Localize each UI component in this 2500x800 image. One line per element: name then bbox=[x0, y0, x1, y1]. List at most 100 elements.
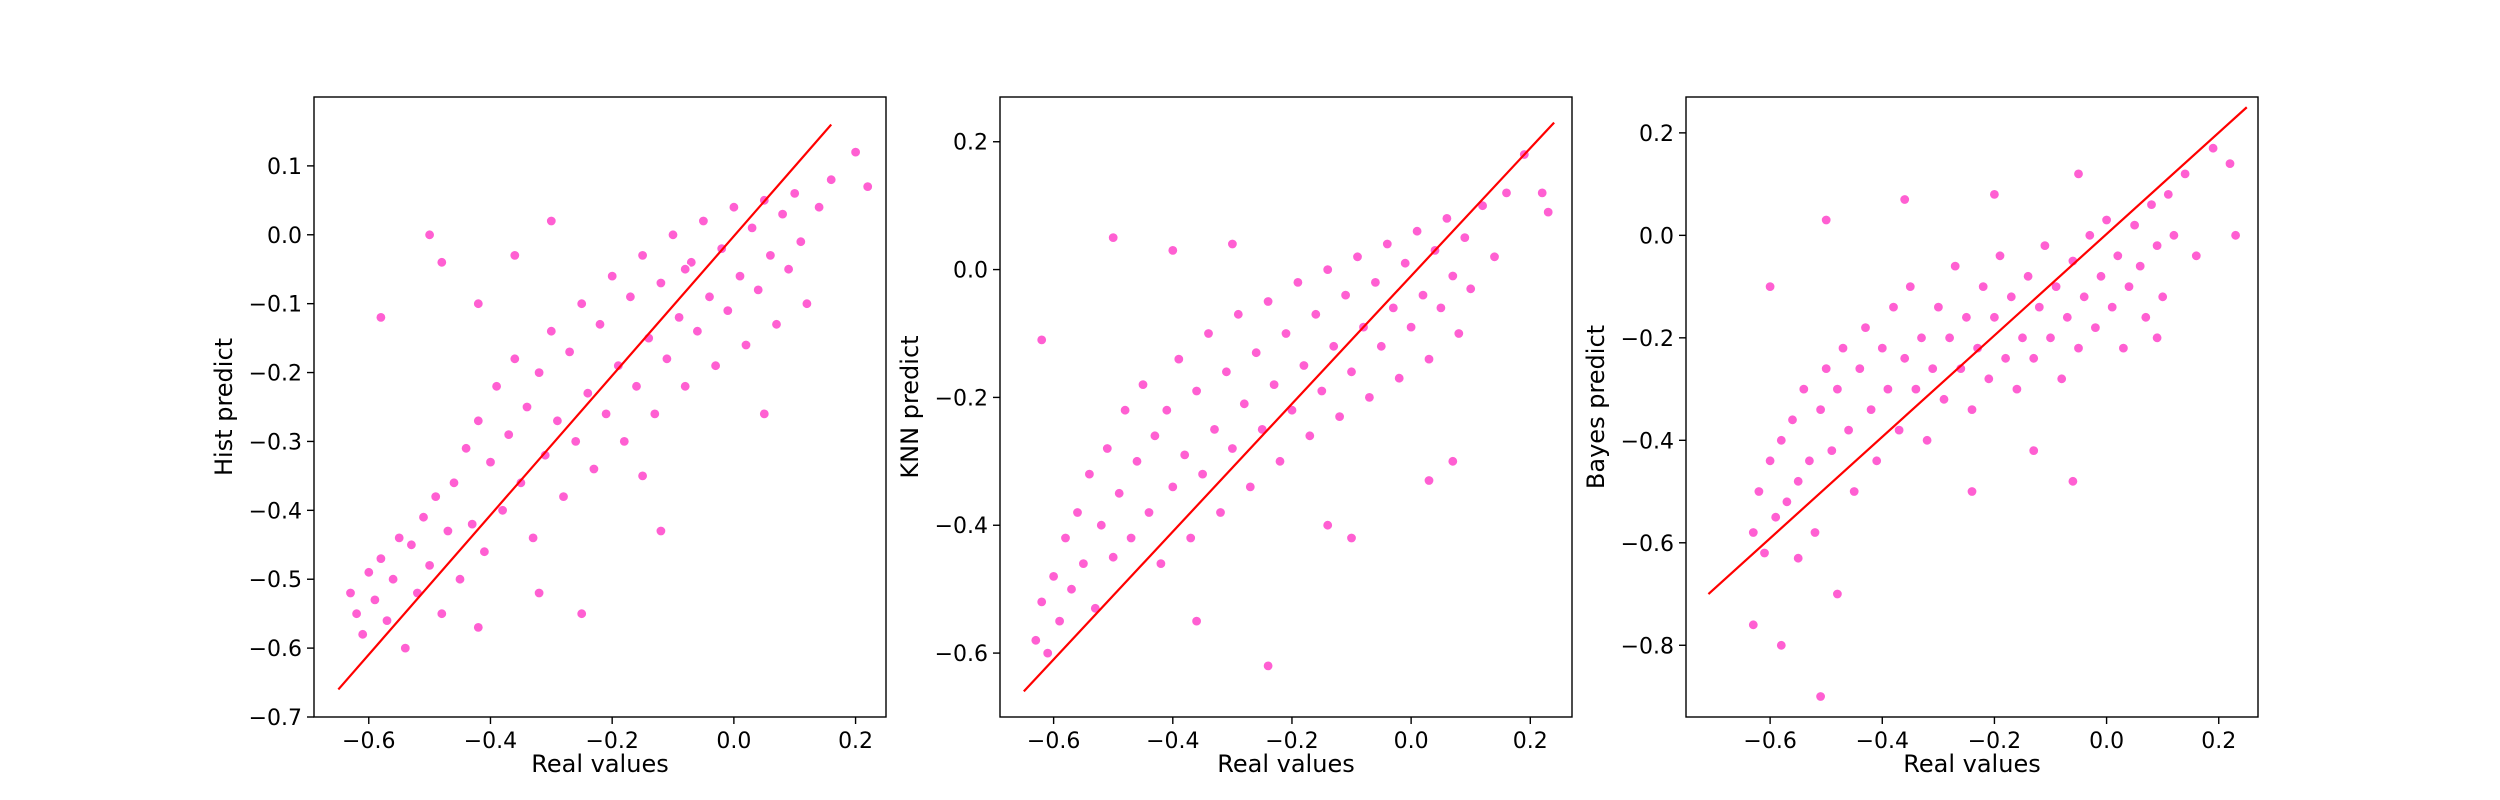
data-point bbox=[1196, 468, 1209, 480]
data-point bbox=[2101, 214, 2113, 226]
data-point bbox=[2016, 332, 2029, 344]
data-point bbox=[539, 449, 551, 461]
data-point bbox=[709, 360, 722, 372]
data-point bbox=[1107, 232, 1119, 244]
data-point bbox=[344, 587, 357, 599]
data-point bbox=[472, 415, 484, 427]
data-point bbox=[497, 504, 509, 516]
data-point bbox=[624, 291, 637, 303]
data-point bbox=[1226, 238, 1239, 250]
data-point bbox=[673, 311, 685, 323]
data-point bbox=[2095, 270, 2107, 282]
data-point bbox=[1316, 385, 1328, 397]
data-point bbox=[1921, 434, 1933, 446]
data-point bbox=[1405, 321, 1417, 333]
data-point bbox=[2162, 188, 2174, 200]
data-point bbox=[1770, 511, 1782, 523]
data-point bbox=[527, 532, 539, 544]
data-point bbox=[1859, 322, 1872, 334]
data-point bbox=[2168, 229, 2180, 241]
data-point bbox=[776, 208, 789, 220]
data-point bbox=[1208, 423, 1221, 435]
data-point bbox=[862, 181, 874, 193]
data-point bbox=[2061, 311, 2073, 323]
data-point bbox=[545, 325, 557, 337]
data-point bbox=[752, 284, 764, 296]
data-point bbox=[2230, 229, 2242, 241]
data-point bbox=[813, 201, 825, 213]
data-point bbox=[1036, 596, 1048, 608]
data-point bbox=[2011, 383, 2023, 395]
data-point bbox=[1988, 311, 2001, 323]
data-point bbox=[1932, 301, 1945, 313]
data-point bbox=[448, 477, 460, 489]
data-point bbox=[1077, 557, 1090, 570]
data-point bbox=[570, 435, 582, 447]
data-point bbox=[2112, 250, 2124, 262]
data-point bbox=[1943, 332, 1956, 344]
data-point bbox=[357, 628, 369, 640]
data-point bbox=[1994, 250, 2006, 262]
data-point bbox=[1101, 442, 1113, 455]
x-tick-label: −0.6 bbox=[1027, 729, 1080, 754]
data-point bbox=[387, 573, 399, 585]
data-point bbox=[1036, 334, 1048, 346]
data-point bbox=[2084, 229, 2096, 241]
data-point bbox=[1983, 373, 1995, 385]
x-tick-label: −0.6 bbox=[342, 729, 395, 754]
data-point bbox=[1899, 193, 1911, 206]
data-point bbox=[1155, 557, 1167, 570]
x-axis-label: Real values bbox=[531, 750, 668, 778]
data-point bbox=[1137, 379, 1149, 391]
data-point bbox=[661, 353, 673, 365]
data-point bbox=[1417, 289, 1429, 301]
data-point bbox=[734, 270, 746, 282]
data-point bbox=[1149, 430, 1161, 442]
data-point bbox=[405, 539, 417, 551]
y-tick-label: 0.0 bbox=[1639, 224, 1674, 249]
data-point bbox=[424, 229, 436, 241]
x-ticks: −0.6 −0.4 −0.2 0.0 0.2 bbox=[1027, 717, 1548, 754]
data-point bbox=[588, 463, 600, 475]
x-axis-label: Real values bbox=[1217, 750, 1354, 778]
data-point bbox=[1447, 455, 1459, 467]
data-point bbox=[2072, 342, 2085, 354]
data-point bbox=[1786, 414, 1799, 426]
data-point bbox=[2151, 332, 2163, 344]
data-point bbox=[478, 546, 490, 558]
data-point bbox=[436, 608, 448, 620]
data-point bbox=[1131, 455, 1143, 467]
data-point bbox=[685, 256, 697, 268]
data-point bbox=[1775, 639, 1787, 651]
data-point bbox=[1441, 212, 1453, 224]
data-point bbox=[679, 263, 691, 275]
data-point bbox=[2033, 301, 2045, 313]
data-point bbox=[1977, 281, 1989, 293]
x-ticks: −0.6 −0.4 −0.2 0.0 0.2 bbox=[1743, 717, 2236, 754]
reference-line bbox=[1023, 121, 1555, 693]
data-point bbox=[1955, 363, 1967, 375]
data-point bbox=[2123, 281, 2135, 293]
data-point bbox=[533, 367, 545, 379]
data-point bbox=[1030, 634, 1042, 646]
data-point bbox=[1882, 383, 1894, 395]
data-point bbox=[1173, 353, 1185, 365]
data-point bbox=[2022, 270, 2034, 282]
data-point bbox=[1095, 519, 1107, 531]
x-tick-label: 0.2 bbox=[1513, 729, 1548, 754]
data-point bbox=[454, 573, 466, 585]
data-point bbox=[2190, 250, 2202, 262]
data-point bbox=[472, 298, 484, 310]
x-tick-label: −0.4 bbox=[464, 729, 517, 754]
data-point bbox=[1280, 327, 1292, 340]
y-tick-label: −0.3 bbox=[249, 430, 302, 455]
data-point bbox=[1775, 434, 1787, 446]
data-point bbox=[1899, 352, 1911, 364]
data-point bbox=[1053, 615, 1066, 627]
data-point bbox=[2106, 301, 2118, 313]
y-tick-label: 0.2 bbox=[953, 131, 988, 156]
reference-line-layer bbox=[1707, 106, 2248, 595]
data-point bbox=[521, 401, 533, 413]
data-point bbox=[1375, 340, 1387, 352]
